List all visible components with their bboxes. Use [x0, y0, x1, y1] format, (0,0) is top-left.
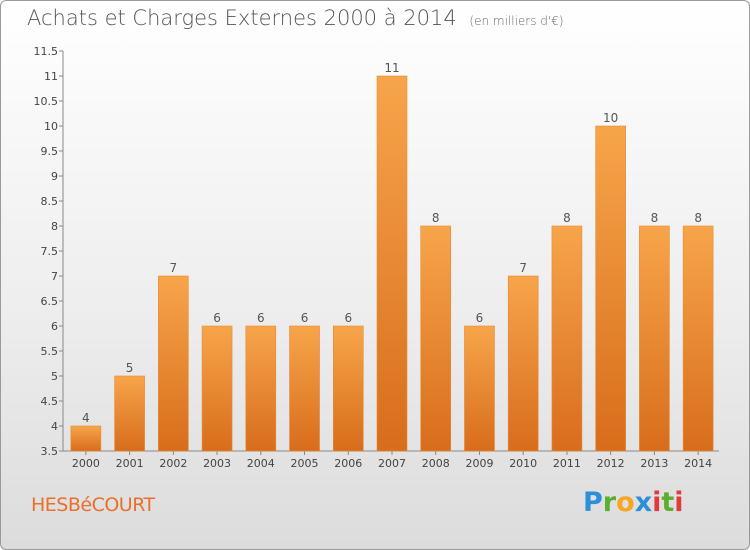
x-tick-label: 2013: [640, 457, 668, 470]
y-tick-label: 4.5: [41, 395, 59, 408]
value-label: 10: [603, 111, 618, 125]
bar-outline: [245, 325, 277, 452]
logo-letter: P: [583, 487, 603, 518]
bar-2007: [377, 76, 407, 451]
bar-2012: [595, 126, 626, 451]
value-label: 6: [257, 311, 265, 325]
bar-outline: [289, 325, 320, 452]
chart-title: Achats et Charges Externes 2000 à 2014 (…: [27, 6, 564, 30]
proxiti-logo: Proxiti: [583, 487, 684, 518]
bar-2003: [202, 326, 233, 451]
y-tick-label: 3.5: [41, 445, 59, 458]
y-tick-label: 10: [44, 120, 58, 133]
value-label: 6: [476, 311, 484, 325]
bar-2005: [289, 326, 320, 451]
value-label: 8: [694, 211, 702, 225]
value-label: 5: [126, 361, 134, 375]
x-tick-label: 2012: [597, 457, 625, 470]
commune-name: HESBéCOURT: [31, 494, 155, 516]
x-tick-label: 2008: [422, 457, 450, 470]
bar-outline: [595, 125, 626, 452]
y-tick-label: 9: [51, 170, 58, 183]
x-tick-label: 2004: [247, 457, 275, 470]
x-tick-label: 2006: [334, 457, 362, 470]
chart-unit: (en milliers d'€): [469, 14, 564, 28]
value-label: 6: [301, 311, 309, 325]
value-label: 7: [170, 261, 178, 275]
bar-2006: [333, 326, 364, 451]
bar-2004: [245, 326, 276, 451]
bar-2000: [70, 426, 101, 451]
y-tick-label: 6.5: [41, 295, 59, 308]
bar-outline: [464, 325, 495, 452]
bar-2001: [114, 376, 145, 451]
value-label: 8: [651, 211, 659, 225]
value-label: 8: [432, 211, 440, 225]
x-tick-label: 2011: [553, 457, 581, 470]
y-tick-label: 6: [51, 320, 58, 333]
y-tick-label: 8: [51, 220, 58, 233]
value-label: 8: [563, 211, 571, 225]
value-labels: 4 5 7 6 6 6 6 11 8 6 7 8 10 8 8: [82, 61, 702, 425]
x-tick-label: 2000: [72, 457, 100, 470]
x-tick-label: 2003: [203, 457, 231, 470]
value-label: 7: [519, 261, 527, 275]
y-tick-label: 10.5: [34, 95, 59, 108]
x-tick-label: 2002: [159, 457, 187, 470]
y-tick-label: 8.5: [41, 195, 59, 208]
bar-outline: [551, 225, 583, 452]
bar-outline: [639, 225, 670, 452]
bar-outline: [158, 275, 189, 452]
y-tick-label: 4: [51, 420, 58, 433]
bar-outline: [376, 75, 408, 452]
bar-2009: [464, 326, 495, 451]
y-tick-label: 9.5: [41, 145, 59, 158]
logo-letter: o: [616, 487, 635, 518]
x-tick-label: 2007: [378, 457, 406, 470]
x-tick-label: 2005: [291, 457, 319, 470]
x-tick-label: 2001: [116, 457, 144, 470]
logo-letter: i: [652, 487, 662, 518]
y-tick-label: 7: [51, 270, 58, 283]
bars: [70, 75, 714, 452]
y-tick-label: 11.5: [34, 45, 59, 58]
bar-outline: [507, 275, 539, 452]
logo-letter: t: [661, 487, 675, 518]
chart-title-text: Achats et Charges Externes 2000 à 2014: [27, 6, 457, 30]
bar-outline: [114, 375, 145, 452]
value-label: 6: [213, 311, 221, 325]
y-tick-label: 11: [44, 70, 58, 83]
value-label: 4: [82, 411, 90, 425]
bar-2011: [551, 226, 582, 451]
x-tick-label: 2014: [684, 457, 712, 470]
logo-letter: r: [602, 487, 617, 518]
axes: 3.5 4 4.5 5 5.5 6 6.5 7 7.5 8 8.5 9 9.5 10 10.5 11 11.5 2…: [34, 45, 719, 470]
logo-letter: i: [674, 487, 684, 518]
value-label: 11: [384, 61, 399, 75]
y-tick-label: 7.5: [41, 245, 59, 258]
bar-outline: [332, 325, 364, 452]
x-tick-label: 2010: [509, 457, 537, 470]
y-tick-label: 5.5: [41, 345, 59, 358]
value-label: 6: [344, 311, 352, 325]
bar-outline: [420, 225, 452, 452]
bar-2002: [158, 276, 189, 451]
y-tick-label: 5: [51, 370, 58, 383]
bar-2013: [639, 226, 670, 451]
bar-2008: [420, 226, 451, 451]
bar-outline: [201, 325, 233, 452]
bar-2010: [508, 276, 539, 451]
bar-outline: [682, 225, 714, 452]
x-tick-label: 2009: [465, 457, 493, 470]
logo-letter: x: [634, 487, 653, 518]
bar-2014: [683, 226, 714, 451]
bar-outline: [70, 425, 102, 452]
